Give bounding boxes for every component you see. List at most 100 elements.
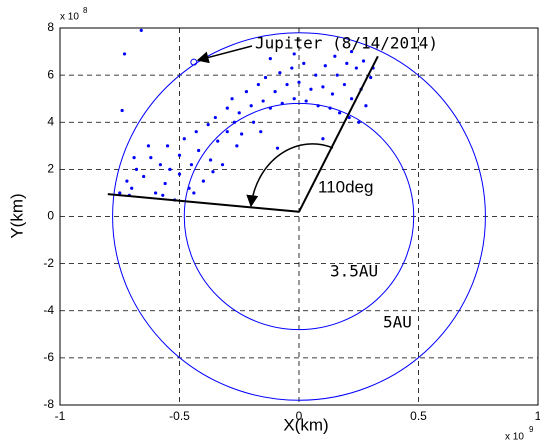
point [361,59,366,63]
point [290,66,294,70]
point [235,144,239,148]
point [335,73,339,77]
y-tick-label: 4 [47,114,54,128]
point [278,71,282,75]
point [354,66,358,70]
point [323,64,327,68]
point [165,144,170,148]
point [342,82,347,87]
point [120,108,124,113]
wedge-label: 110deg [318,177,373,196]
x-tick-label: 0.5 [410,409,427,423]
point [194,130,198,134]
point [134,167,139,171]
point [139,28,143,32]
point [369,75,373,80]
y-label: Y(km) [7,193,26,238]
point [118,191,122,195]
y-tick-label: 6 [47,67,54,81]
point [122,52,127,56]
x-tick-label: 1 [535,409,540,423]
orbit-circle [183,102,415,331]
annotation-text: Jupiter (8/14/2014) [255,34,438,53]
point [349,97,354,101]
y-tick-label: -8 [43,397,54,411]
point [177,153,182,157]
point [244,90,249,94]
point [249,104,253,108]
point [333,54,337,58]
point [125,179,129,183]
point [302,61,306,65]
y-tick-label: 8 [47,20,54,34]
point [213,115,217,120]
y-tick-label: -4 [43,303,54,317]
point [304,99,308,103]
point [345,61,349,65]
point [259,130,263,134]
y-multiplier: x 10 [60,12,79,23]
point [149,155,153,160]
x-multiplier: x 10 [505,432,524,443]
point [292,97,296,101]
point [142,174,146,179]
y-tick-label: 0 [47,209,54,223]
point [275,146,280,150]
point [211,170,215,174]
point [349,49,354,54]
point [321,85,325,89]
y-exponent: 8 [83,6,88,15]
annotation-arrow [196,45,253,64]
point [182,137,186,141]
point [268,57,272,61]
x-tick-label: -1 [55,409,66,423]
point [132,155,136,160]
point [297,80,301,84]
point [216,139,220,143]
point [225,106,229,110]
angle-arrow [246,143,334,208]
point [168,167,172,171]
point [357,120,361,124]
point [321,137,325,141]
point [197,148,201,153]
orbit-circle [112,32,486,401]
point [192,191,196,195]
x-label: X(km) [283,415,328,434]
point [338,111,342,115]
point [161,193,165,197]
point [208,158,213,162]
point [251,120,256,124]
orbit-label: 3.5AU [330,262,378,281]
point [261,99,265,103]
point [201,179,205,183]
point [189,163,194,167]
point [225,130,229,134]
point [256,82,260,87]
wedge-line [298,55,379,213]
point [292,52,296,56]
point [314,73,318,77]
y-tick-label: 2 [47,162,54,176]
point [163,181,167,186]
point [177,172,182,176]
plot-frame [59,27,539,406]
point [285,82,289,87]
point [237,111,241,115]
point [309,87,313,91]
point [206,123,210,127]
x-exponent: 9 [529,425,534,434]
point [230,97,234,101]
x-tick-label: -0.5 [169,409,190,423]
point [220,163,225,167]
wedge-line [107,193,300,213]
point [130,186,134,190]
x-tick-label: 0 [296,409,303,423]
point [263,75,268,80]
point [364,104,368,108]
point [240,132,244,136]
y-tick-label: -2 [43,256,54,270]
point [273,90,277,94]
